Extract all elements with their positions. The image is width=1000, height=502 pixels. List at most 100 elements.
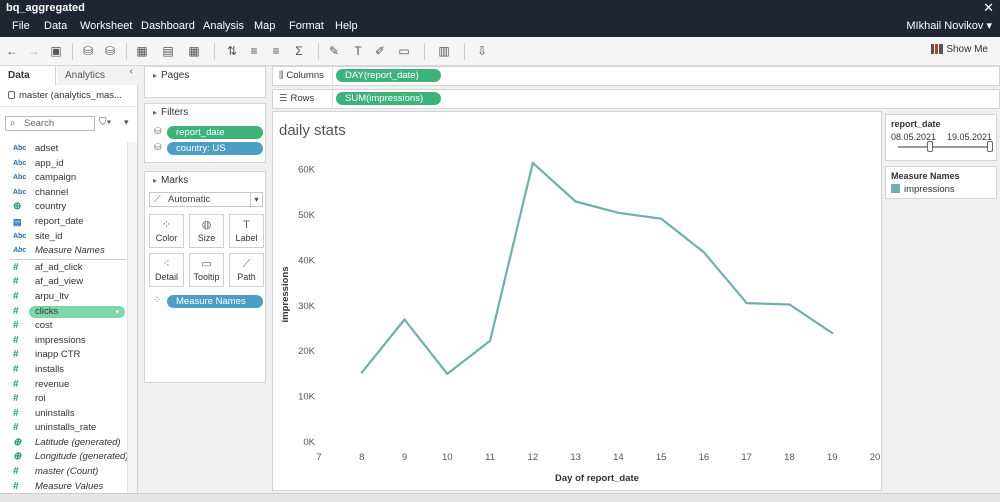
date-slider-track[interactable] bbox=[898, 146, 990, 148]
marks-detail-button[interactable]: ⁖ Detail bbox=[149, 253, 184, 287]
totals-icon[interactable]: Σ bbox=[295, 44, 303, 58]
field-measure[interactable]: # af_ad_view bbox=[0, 275, 128, 290]
presentation-icon[interactable]: ▥ bbox=[438, 44, 450, 58]
marks-color-button[interactable]: ⁘ Color bbox=[149, 214, 184, 248]
swap-icon[interactable]: ⇅ bbox=[226, 44, 238, 58]
field-measure[interactable]: # cost bbox=[0, 319, 128, 334]
field-measure[interactable]: # Measure Values bbox=[0, 480, 128, 495]
collapse-pane-icon[interactable]: ‹ bbox=[129, 66, 133, 77]
duplicate-sheet-icon[interactable]: ▤ bbox=[162, 44, 174, 58]
share-icon[interactable]: ⇩ bbox=[476, 44, 488, 58]
filter-pill-country[interactable]: country: US bbox=[167, 142, 263, 155]
pane-menu-icon[interactable]: ▾ bbox=[124, 117, 129, 127]
filters-card[interactable]: ▸ Filters ⛁ report_date ⛁ country: US bbox=[144, 103, 266, 163]
geo-field-icon: ⊕ bbox=[13, 436, 22, 448]
string-field-icon: Abc bbox=[13, 159, 27, 167]
collapse-icon[interactable]: ▸ bbox=[153, 176, 158, 185]
field-measure[interactable]: ⊕ Latitude (generated) bbox=[0, 436, 128, 451]
pages-card[interactable]: ▸ Pages bbox=[144, 66, 266, 98]
field-measure[interactable]: # roi bbox=[0, 392, 128, 407]
path-icon: ⟋ bbox=[242, 258, 251, 270]
sort-desc-icon[interactable]: ≡ bbox=[272, 44, 280, 58]
field-list-scrollbar[interactable] bbox=[127, 142, 137, 500]
menu-analysis[interactable]: Analysis bbox=[203, 20, 244, 32]
new-worksheet-icon[interactable]: ▦ bbox=[136, 44, 148, 58]
date-slider-end-handle[interactable] bbox=[987, 141, 993, 152]
menu-file[interactable]: File bbox=[12, 20, 30, 32]
viz-canvas[interactable]: daily stats 0K 10K 20K 30K 40K 50K 60K 7 8 9 10 11 1… bbox=[272, 111, 882, 491]
color-pill-measure-names[interactable]: Measure Names bbox=[167, 295, 263, 308]
collapse-icon[interactable]: ▸ bbox=[153, 108, 158, 117]
line-chart[interactable]: 0K 10K 20K 30K 40K 50K 60K 7 8 9 10 11 12 13 14 15 16 17 1… bbox=[273, 112, 883, 492]
field-dimension[interactable]: Abc campaign bbox=[0, 171, 128, 186]
clear-sheet-icon[interactable]: ▦ bbox=[188, 44, 200, 58]
columns-label: Columns bbox=[286, 70, 324, 81]
date-slider-start-handle[interactable] bbox=[927, 141, 933, 152]
menu-worksheet[interactable]: Worksheet bbox=[80, 20, 133, 32]
tab-analytics[interactable]: Analytics bbox=[57, 66, 138, 85]
columns-pill[interactable]: DAY(report_date) bbox=[336, 69, 441, 82]
collapse-icon[interactable]: ▸ bbox=[153, 71, 158, 80]
field-measure[interactable]: # uninstalls_rate bbox=[0, 421, 128, 436]
field-section-divider bbox=[10, 258, 126, 260]
mark-type-select[interactable]: ⟋ Automatic ▾ bbox=[149, 192, 263, 207]
filter-fields-icon[interactable]: ⛉▾ bbox=[99, 117, 112, 128]
selected-field-pill[interactable]: ▾ bbox=[29, 305, 125, 318]
field-measure[interactable]: # inapp CTR bbox=[0, 348, 128, 363]
pause-updates-icon[interactable]: ⛁ bbox=[104, 44, 116, 58]
close-icon[interactable]: ✕ bbox=[983, 0, 994, 15]
menu-format[interactable]: Format bbox=[289, 20, 324, 32]
field-dimension[interactable]: ⊕ country bbox=[0, 200, 128, 215]
save-icon[interactable]: ▣ bbox=[50, 44, 62, 58]
field-measure[interactable]: # revenue bbox=[0, 378, 128, 393]
legend-swatch bbox=[891, 184, 900, 193]
search-input[interactable]: ⌕ Search bbox=[5, 116, 95, 131]
field-measure[interactable]: ▾ # clicks bbox=[0, 305, 128, 320]
chevron-down-icon[interactable]: ▾ bbox=[115, 308, 119, 316]
field-measure[interactable]: ⊕ Longitude (generated) bbox=[0, 450, 129, 465]
field-dimension[interactable]: Abc site_id bbox=[0, 230, 128, 245]
columns-shelf[interactable]: ⫼ Columns DAY(report_date) bbox=[272, 66, 1000, 86]
field-dimension[interactable]: Abc channel bbox=[0, 186, 128, 201]
field-measure[interactable]: # installs bbox=[0, 363, 128, 378]
fit-icon[interactable]: ▭ bbox=[398, 44, 410, 58]
highlight-icon[interactable]: ✎ bbox=[328, 44, 340, 58]
marks-size-button[interactable]: ◍ Size bbox=[189, 214, 224, 248]
annotate-icon[interactable]: ✐ bbox=[374, 44, 386, 58]
user-menu[interactable]: MIkhail Novikov ▾ bbox=[906, 20, 992, 32]
marks-tooltip-button[interactable]: ▭ Tooltip bbox=[189, 253, 224, 287]
field-dimension[interactable]: Abc adset bbox=[0, 142, 128, 157]
menu-map[interactable]: Map bbox=[254, 20, 276, 32]
back-icon[interactable]: ← bbox=[6, 44, 18, 58]
forward-icon[interactable]: → bbox=[28, 44, 40, 58]
field-measure[interactable]: # master (Count) bbox=[0, 465, 128, 480]
y-tick-label: 50K bbox=[298, 210, 316, 221]
color-encoding-icon: ⁘ bbox=[153, 295, 162, 306]
legend-item[interactable]: impressions bbox=[886, 181, 996, 195]
tab-data[interactable]: Data bbox=[0, 66, 56, 85]
menu-dashboard[interactable]: Dashboard bbox=[141, 20, 195, 32]
show-me-button[interactable]: Show Me bbox=[931, 44, 988, 55]
field-dimension[interactable]: ▤ report_date bbox=[0, 215, 128, 230]
sort-asc-icon[interactable]: ≡ bbox=[250, 44, 258, 58]
field-measure[interactable]: # uninstalls bbox=[0, 407, 128, 422]
field-measure[interactable]: # arpu_ltv bbox=[0, 290, 128, 305]
field-measure[interactable]: # af_ad_click bbox=[0, 261, 128, 276]
marks-label-button[interactable]: T Label bbox=[229, 214, 264, 248]
field-measure[interactable]: # impressions bbox=[0, 334, 128, 349]
data-point bbox=[531, 161, 534, 164]
menu-help[interactable]: Help bbox=[335, 20, 358, 32]
x-tick-label: 17 bbox=[741, 452, 752, 463]
filter-pill-report-date[interactable]: report_date bbox=[167, 126, 263, 139]
chevron-down-icon[interactable]: ▾ bbox=[250, 192, 262, 207]
rows-pill[interactable]: SUM(impressions) bbox=[336, 92, 441, 105]
datasource-item[interactable]: master (analytics_mas... bbox=[0, 85, 137, 107]
menu-data[interactable]: Data bbox=[44, 20, 68, 32]
show-labels-icon[interactable]: T bbox=[354, 44, 362, 58]
rows-shelf[interactable]: ☰ Rows SUM(impressions) bbox=[272, 89, 1000, 109]
marks-path-button[interactable]: ⟋ Path bbox=[229, 253, 264, 287]
field-label: arpu_ltv bbox=[35, 290, 69, 302]
field-dimension[interactable]: Abc Measure Names bbox=[0, 244, 128, 259]
field-dimension[interactable]: Abc app_id bbox=[0, 157, 128, 172]
new-datasource-icon[interactable]: ⛁ bbox=[82, 44, 94, 58]
